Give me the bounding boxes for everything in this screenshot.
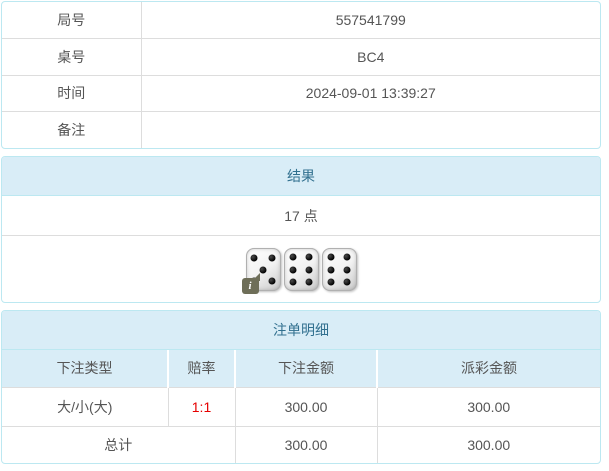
result-panel: 结果 17 点 i (1, 156, 601, 303)
col-odds: 赔率 (167, 349, 236, 388)
total-row: 总计 300.00 300.00 (2, 425, 600, 463)
bet-odds: 1:1 (167, 386, 236, 427)
round-info-panel: 局号 557541799 桌号 BC4 时间 2024-09-01 13:39:… (1, 1, 601, 149)
remark-value (140, 111, 600, 148)
table-row: 时间 2024-09-01 13:39:27 (2, 74, 600, 112)
table-row: 局号 557541799 (2, 2, 600, 39)
die-pip (327, 253, 335, 261)
bet-detail-page: 局号 557541799 桌号 BC4 时间 2024-09-01 13:39:… (1, 1, 601, 464)
die-pip (268, 277, 276, 285)
info-icon[interactable]: i (241, 273, 260, 294)
bet-amount: 300.00 (234, 386, 378, 427)
result-panel-title: 结果 (2, 157, 600, 196)
col-bet-type: 下注类型 (2, 349, 169, 388)
round-id-value: 557541799 (140, 2, 600, 39)
die-pip (327, 266, 335, 273)
bets-table: 下注类型 赔率 下注金额 派彩金额 大/小(大) 1:1 300.00 300.… (2, 349, 600, 463)
table-row: 备注 (2, 111, 600, 148)
die-pip (343, 266, 351, 273)
die-pip (327, 278, 335, 286)
bet-row: 大/小(大) 1:1 300.00 300.00 (2, 386, 600, 427)
die-pip (259, 266, 267, 273)
die-2-icon (283, 248, 319, 291)
die-pip (250, 254, 258, 262)
die-pip (268, 254, 276, 262)
time-label: 时间 (2, 74, 142, 112)
die-pip (289, 278, 297, 286)
die-1-icon: i (241, 248, 281, 294)
col-payout-amount: 派彩金额 (376, 349, 600, 388)
die-pip (305, 253, 313, 261)
die-pip (343, 278, 351, 286)
round-info-table: 局号 557541799 桌号 BC4 时间 2024-09-01 13:39:… (2, 2, 600, 148)
total-payout-amount: 300.00 (376, 425, 600, 463)
die-pip (343, 253, 351, 261)
die-pip (305, 278, 313, 286)
die-pip (289, 266, 297, 273)
time-value: 2024-09-01 13:39:27 (140, 74, 600, 112)
col-bet-amount: 下注金额 (234, 349, 378, 388)
bet-type: 大/小(大) (2, 386, 169, 427)
die-pip (305, 266, 313, 273)
bets-header-row: 下注类型 赔率 下注金额 派彩金额 (2, 349, 600, 388)
table-no-value: BC4 (140, 38, 600, 76)
round-id-label: 局号 (2, 2, 142, 39)
bets-panel-title: 注单明细 (2, 311, 600, 350)
total-label: 总计 (2, 425, 236, 463)
die-3-icon (321, 248, 357, 291)
remark-label: 备注 (2, 111, 142, 148)
bet-payout: 300.00 (376, 386, 600, 427)
die-pip (289, 253, 297, 261)
total-bet-amount: 300.00 (234, 425, 378, 463)
result-points: 17 点 (2, 196, 600, 236)
dice-row: i (2, 236, 600, 302)
table-no-label: 桌号 (2, 38, 142, 76)
table-row: 桌号 BC4 (2, 38, 600, 76)
bets-panel: 注单明细 下注类型 赔率 下注金额 派彩金额 大/小(大) 1:1 300.00… (1, 310, 601, 464)
